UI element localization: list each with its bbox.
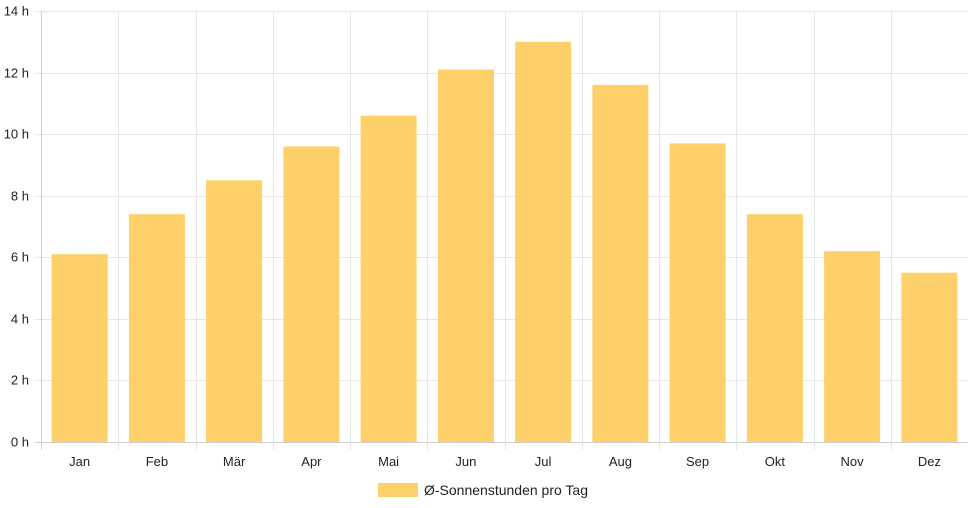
legend-label: Ø-Sonnenstunden pro Tag xyxy=(424,482,588,498)
y-tick-label: 14 h xyxy=(4,4,29,19)
bar xyxy=(51,254,108,442)
x-axis: Jan Feb Mär Apr Mai Jun Jul Aug Sep Okt Nov Dez xyxy=(69,454,941,469)
y-tick-label: 10 h xyxy=(4,127,29,142)
y-axis: 0 h 2 h 4 h 6 h 8 h 10 h 12 h 14 h xyxy=(4,4,29,450)
bar xyxy=(437,69,494,442)
legend: Ø-Sonnenstunden pro Tag xyxy=(378,482,588,498)
y-tick-label: 12 h xyxy=(4,66,29,81)
x-tick-label: Mai xyxy=(378,454,399,469)
grid-layer xyxy=(35,11,968,450)
bar xyxy=(592,84,649,443)
bar xyxy=(669,143,726,442)
bar xyxy=(824,251,881,442)
x-tick-label: Jul xyxy=(535,454,552,469)
legend-swatch xyxy=(378,483,418,497)
x-tick-label: Mär xyxy=(223,454,246,469)
x-tick-label: Jun xyxy=(455,454,476,469)
x-tick-label: Feb xyxy=(146,454,168,469)
y-tick-label: 6 h xyxy=(11,250,29,265)
x-tick-label: Sep xyxy=(686,454,709,469)
x-tick-label: Jan xyxy=(69,454,90,469)
bar xyxy=(206,180,263,443)
bar xyxy=(901,272,958,442)
x-tick-label: Okt xyxy=(765,454,786,469)
y-tick-label: 0 h xyxy=(11,435,29,450)
bar xyxy=(746,214,803,442)
x-tick-label: Dez xyxy=(918,454,941,469)
x-tick-label: Apr xyxy=(301,454,322,469)
x-tick-label: Nov xyxy=(841,454,865,469)
y-tick-label: 8 h xyxy=(11,189,29,204)
y-tick-label: 2 h xyxy=(11,373,29,388)
bar xyxy=(360,115,417,442)
bar xyxy=(515,41,572,443)
y-tick-label: 4 h xyxy=(11,312,29,327)
x-tick-label: Aug xyxy=(609,454,632,469)
bar xyxy=(283,146,340,442)
bars-layer xyxy=(51,41,958,443)
bar xyxy=(128,214,185,442)
